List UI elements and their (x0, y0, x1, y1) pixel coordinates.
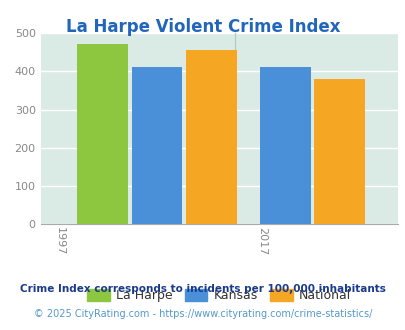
Bar (313, 79, 364, 224)
Text: © 2025 CityRating.com - https://www.cityrating.com/crime-statistics/: © 2025 CityRating.com - https://www.city… (34, 309, 371, 319)
Text: Crime Index corresponds to incidents per 100,000 inhabitants: Crime Index corresponds to incidents per… (20, 284, 385, 294)
Bar (132, 67, 182, 224)
Bar (259, 67, 310, 224)
Bar (77, 45, 128, 224)
Bar (186, 50, 236, 224)
Text: La Harpe Violent Crime Index: La Harpe Violent Crime Index (66, 18, 339, 36)
Legend: La Harpe, Kansas, National: La Harpe, Kansas, National (82, 284, 356, 307)
